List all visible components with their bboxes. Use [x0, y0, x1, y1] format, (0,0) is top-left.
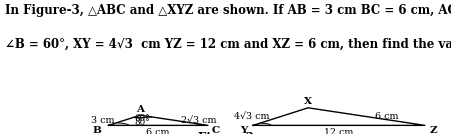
Text: Z: Z: [428, 126, 436, 134]
Text: C: C: [211, 126, 219, 134]
Text: Y: Y: [240, 126, 247, 134]
Text: Figure 3: Figure 3: [198, 132, 253, 134]
Text: 3 cm: 3 cm: [91, 116, 114, 125]
Text: 80°: 80°: [134, 118, 150, 127]
Text: 6 cm: 6 cm: [146, 128, 170, 134]
Text: In Figure-3, △ABC and △XYZ are shown. If AB = 3 cm BC = 6 cm, AC = 2√3  cm,  ∠A : In Figure-3, △ABC and △XYZ are shown. If…: [5, 4, 451, 17]
Text: 2√3 cm: 2√3 cm: [180, 116, 216, 125]
Text: 4√3 cm: 4√3 cm: [233, 112, 269, 121]
Text: B: B: [92, 126, 101, 134]
Text: A: A: [136, 105, 144, 114]
Text: ∠B = 60°, XY = 4√3  cm YZ = 12 cm and XZ = 6 cm, then find the value of ∠Y.: ∠B = 60°, XY = 4√3 cm YZ = 12 cm and XZ …: [5, 38, 451, 51]
Text: 60°: 60°: [134, 114, 150, 123]
Text: 6 cm: 6 cm: [374, 112, 397, 121]
Text: 12 cm: 12 cm: [324, 128, 353, 134]
Text: X: X: [304, 97, 311, 106]
